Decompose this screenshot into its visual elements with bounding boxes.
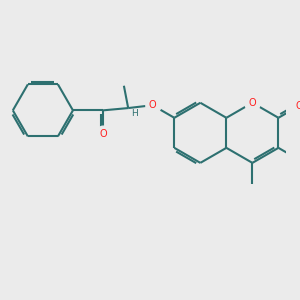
Text: O: O (249, 98, 256, 108)
Text: O: O (149, 100, 156, 110)
Text: O: O (99, 129, 107, 139)
Text: O: O (296, 100, 300, 111)
Text: H: H (131, 109, 138, 118)
